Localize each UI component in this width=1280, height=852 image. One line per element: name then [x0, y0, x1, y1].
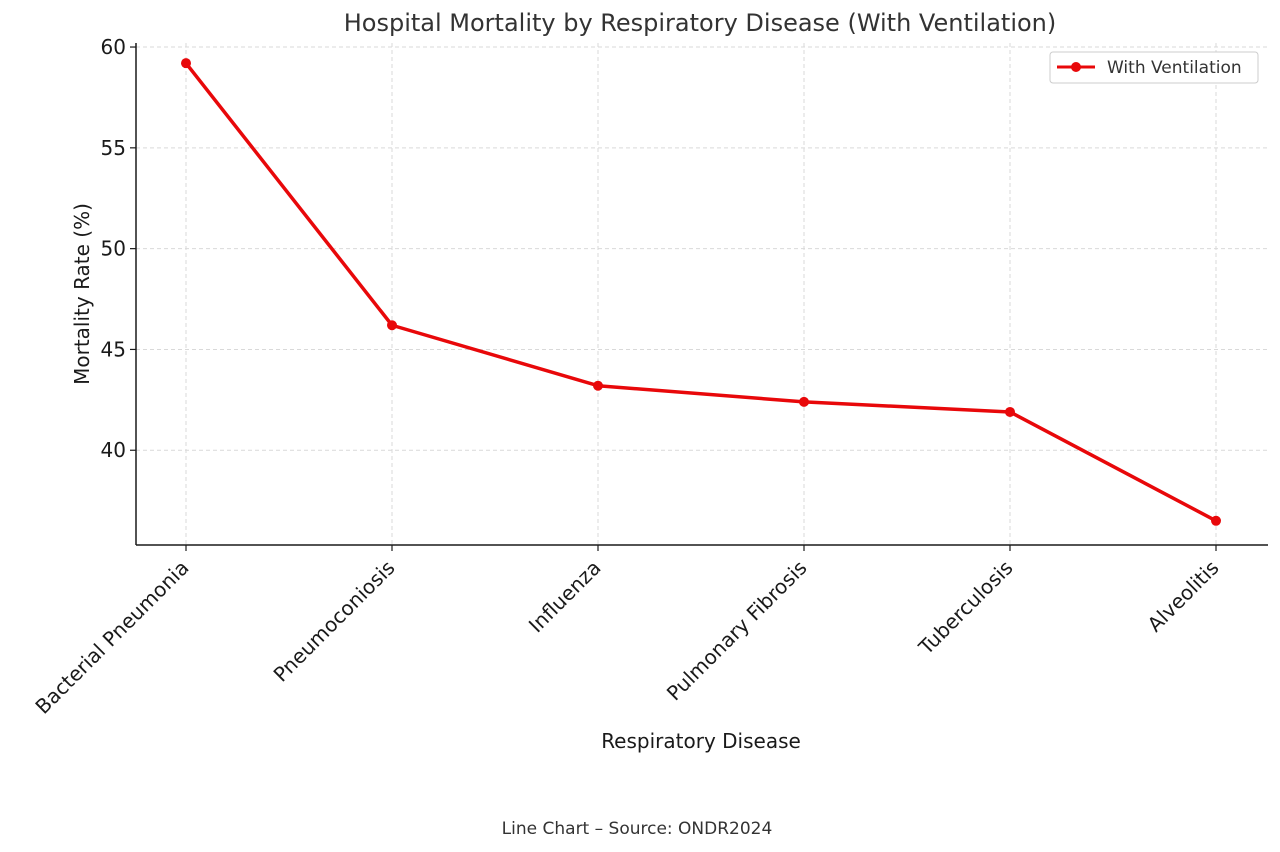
legend-box [1049, 51, 1259, 84]
x-axis-label: Respiratory Disease [601, 729, 801, 753]
data-point [387, 320, 397, 331]
y-axis-label: Mortality Rate (%) [70, 203, 94, 385]
y-tick-label: 50 [101, 237, 126, 261]
chart-title: Hospital Mortality by Respiratory Diseas… [344, 9, 1057, 37]
series-line [184, 62, 1217, 523]
axis-layer: 40 45 50 55 60 Bacterial Pneumonia Pneumoconio… [30, 35, 1268, 719]
x-tick-label: Tuberculosis [913, 556, 1017, 660]
chart-caption: Line Chart – Source: ONDR2024 [502, 819, 773, 839]
legend-dot-marker [1071, 62, 1081, 72]
x-tick-label: Bacterial Pneumonia [30, 556, 193, 719]
y-tick-label: 45 [101, 337, 126, 361]
x-tick-label: Influenza [524, 556, 606, 638]
data-point [593, 380, 603, 391]
y-tick-label: 55 [101, 136, 126, 160]
legend: With Ventilation [1049, 51, 1259, 84]
series-layer [181, 58, 1221, 526]
y-tick-label: 60 [101, 35, 126, 59]
data-point [799, 396, 809, 407]
legend-label: With Ventilation [1107, 58, 1242, 78]
data-point [1005, 406, 1015, 417]
data-point [1211, 515, 1221, 526]
x-tick-label: Pulmonary Fibrosis [662, 556, 812, 706]
x-tick-label: Alveolitis [1143, 556, 1224, 637]
x-tick-label: Pneumoconiosis [269, 556, 400, 687]
data-point [181, 58, 191, 69]
grid-layer [136, 43, 1268, 545]
y-tick-label: 40 [101, 438, 126, 462]
